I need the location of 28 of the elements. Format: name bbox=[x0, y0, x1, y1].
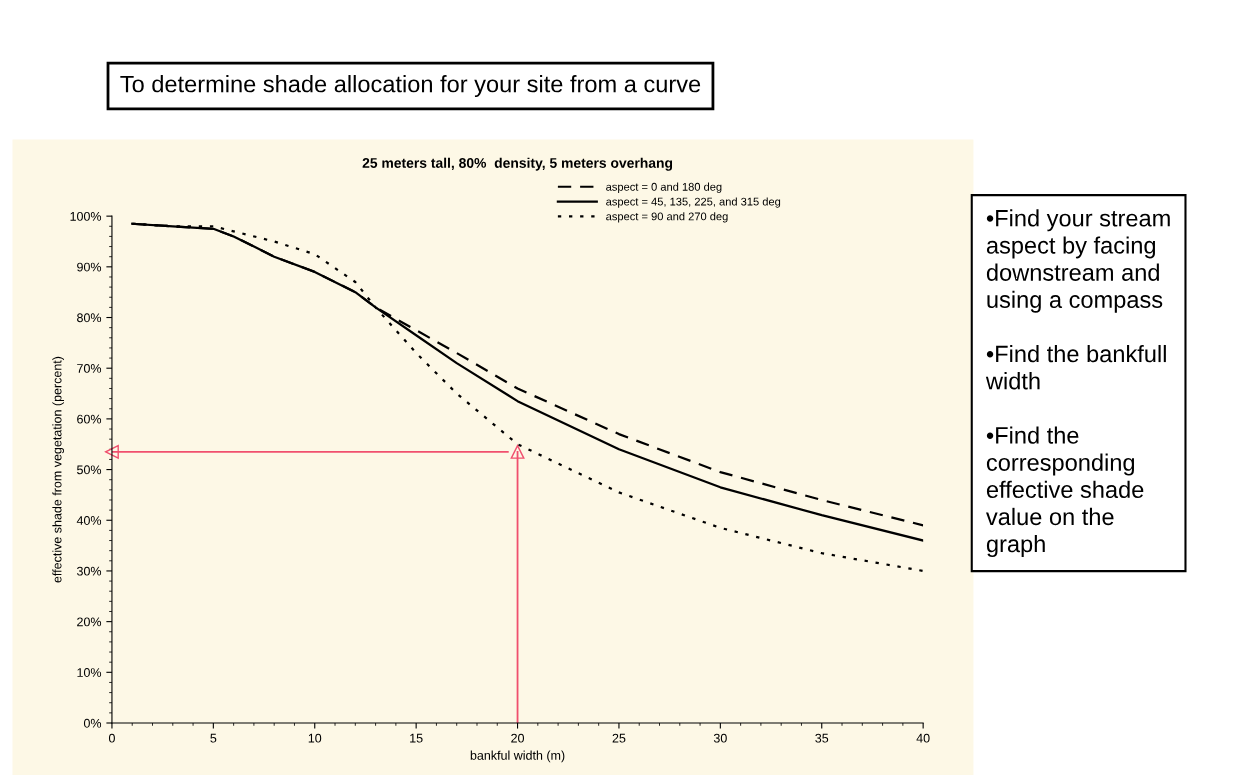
chart-title: 25 meters tall, 80% density, 5 meters overhang bbox=[362, 157, 673, 171]
x-tick-label: 25 bbox=[612, 733, 626, 743]
y-tick-label: 50% bbox=[77, 465, 102, 475]
legend-label: aspect = 0 and 180 deg bbox=[606, 182, 722, 193]
y-tick-label: 10% bbox=[77, 668, 102, 677]
y-tick-label: 40% bbox=[76, 516, 102, 525]
x-tick-label: 10 bbox=[308, 733, 322, 743]
x-tick-label: 15 bbox=[410, 733, 423, 743]
x-tick-label: 40 bbox=[916, 733, 930, 743]
y-tick-label: 30% bbox=[76, 566, 102, 576]
x-tick-label: 0 bbox=[108, 733, 115, 743]
y-tick-label: 80% bbox=[77, 313, 102, 323]
y-tick-label: 0% bbox=[83, 718, 102, 728]
x-tick-label: 5 bbox=[210, 733, 217, 743]
x-tick-label: 20 bbox=[511, 733, 525, 743]
y-tick-label: 20% bbox=[77, 617, 102, 627]
x-tick-label: 35 bbox=[815, 733, 829, 743]
y-tick-label: 90% bbox=[77, 262, 102, 272]
x-axis-title: bankful width (m) bbox=[470, 750, 565, 763]
y-tick-label: 100% bbox=[70, 211, 102, 221]
text: •Find your stream aspect by facing downstream and using a compass •Find the bankfull width •Find the corresponding effective shade value on the graph bbox=[985, 209, 1170, 557]
x-tick-label: 30 bbox=[713, 733, 727, 743]
legend-label: aspect = 90 and 270 deg bbox=[606, 212, 728, 223]
y-tick-label: 70% bbox=[77, 364, 102, 373]
text: To determine shade allocation for your site from a curve bbox=[120, 75, 701, 98]
legend-label: aspect = 45, 135, 225, and 315 deg bbox=[606, 197, 781, 208]
y-tick-label: 60% bbox=[77, 414, 102, 424]
y-axis-title: effective shade from vegetation (percent) bbox=[52, 356, 64, 583]
